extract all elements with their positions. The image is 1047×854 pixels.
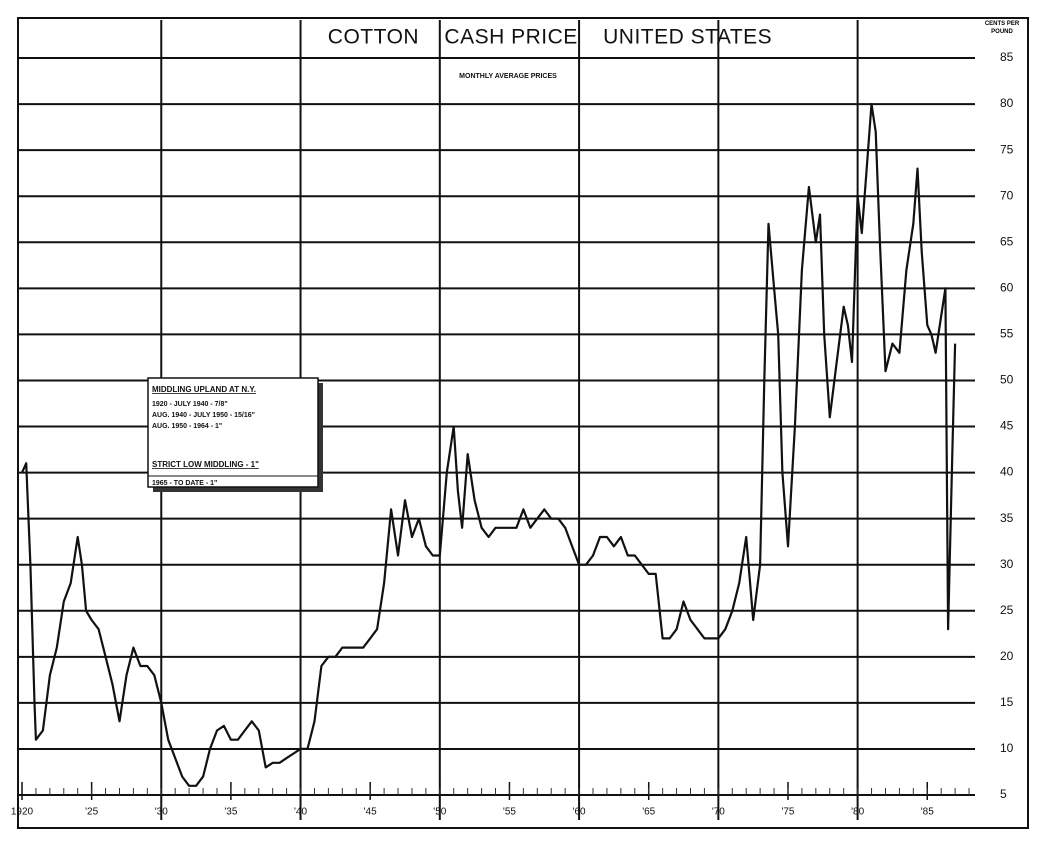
frame: [17, 17, 1029, 829]
x-tick-label: '60: [573, 807, 586, 818]
annotation: STRICT LOW MIDDLING - 1": [152, 460, 259, 469]
y-tick-label: 80: [1000, 96, 1014, 110]
x-tick-label: '75: [781, 807, 794, 818]
price-line: [20, 103, 957, 787]
y-tick-label: 65: [1000, 234, 1014, 248]
y-tick-label: 25: [1000, 603, 1014, 617]
y-tick-label: 75: [1000, 142, 1014, 156]
y-label: CENTS PER POUND: [984, 21, 1020, 35]
x-tick-label: '55: [503, 807, 516, 818]
legend-box: MIDDLING UPLAND AT N.Y. 1920 - JULY 1940…: [147, 377, 323, 492]
x-tick-label: '65: [642, 807, 655, 818]
y-tick-label: 10: [1000, 741, 1014, 755]
annotation: 1920 - JULY 1940 - 7/8": [152, 401, 228, 408]
x-tick-label: '85: [921, 807, 934, 818]
annotation: AUG. 1940 - JULY 1950 - 15/16": [152, 412, 255, 419]
y-tick-label: 45: [1000, 419, 1014, 433]
x-tick-label: '45: [364, 807, 377, 818]
y-tick-label: 70: [1000, 188, 1014, 202]
annotation: 1965 - TO DATE - 1": [152, 480, 217, 487]
y-label-box: CENTS PER POUND: [984, 21, 1020, 35]
y-tick-label: 20: [1000, 649, 1014, 663]
y-tick-label: 30: [1000, 557, 1014, 571]
y-tick-label: 5: [1000, 787, 1007, 801]
chart-title: COTTON CASH PRICE UNITED STATES: [328, 26, 772, 49]
y-tick-label: 15: [1000, 695, 1014, 709]
x-tick-label: '40: [294, 807, 307, 818]
x-tick-label: 1920: [11, 807, 34, 818]
y-tick-label: 35: [1000, 511, 1014, 525]
y-tick-label: 55: [1000, 327, 1014, 341]
y-tick-label: 40: [1000, 465, 1014, 479]
y-tick-label: 50: [1000, 373, 1014, 387]
annotation: MIDDLING UPLAND AT N.Y.: [152, 385, 256, 394]
x-tick-label: '35: [224, 807, 237, 818]
y-tick-label: 85: [1000, 50, 1014, 64]
x-tick-label: '30: [155, 807, 168, 818]
y-tick-label: 60: [1000, 280, 1014, 294]
chart-subtitle: MONTHLY AVERAGE PRICES: [459, 73, 557, 80]
legend-panel: [147, 377, 319, 488]
x-tick-label: '70: [712, 807, 725, 818]
annotation: AUG. 1950 - 1964 - 1": [152, 423, 222, 430]
x-tick-label: '80: [851, 807, 864, 818]
x-tick-label: '50: [433, 807, 446, 818]
x-tick-label: '25: [85, 807, 98, 818]
